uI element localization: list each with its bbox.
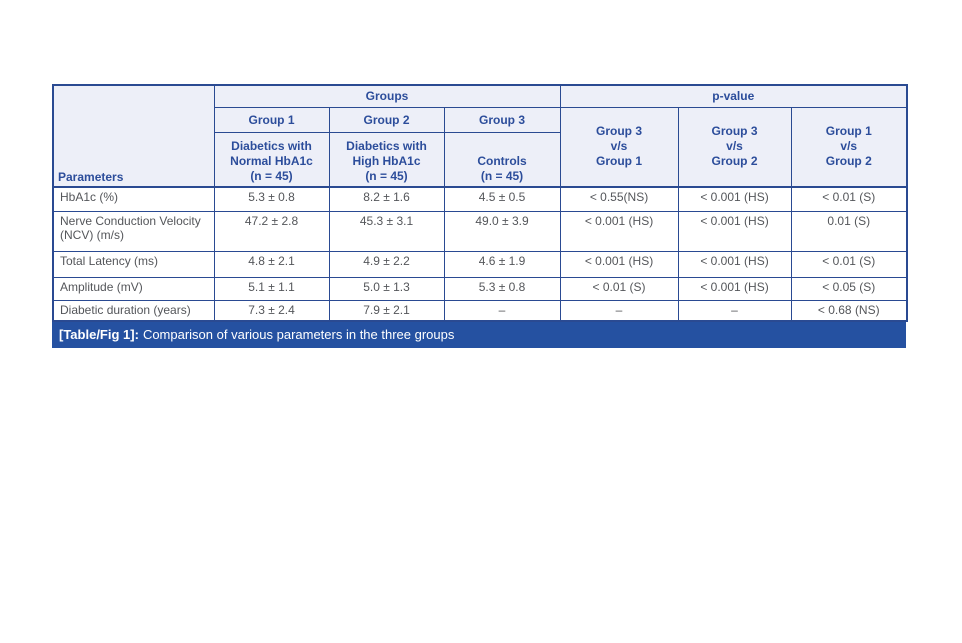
cell-value: – [443, 299, 561, 322]
cell-value: 4.8 ± 2.1 [213, 250, 330, 278]
cell-pvalue: < 0.55(NS) [559, 186, 679, 212]
table-body: HbA1c (%) 5.3 ± 0.8 8.2 ± 1.6 4.5 ± 0.5 … [52, 186, 908, 322]
cell-pvalue: < 0.01 (S) [790, 186, 908, 212]
cell-pvalue: < 0.01 (S) [559, 276, 679, 301]
cell-pvalue: 0.01 (S) [790, 210, 908, 252]
cell-value: 7.9 ± 2.1 [328, 299, 445, 322]
table-row-duration: Diabetic duration (years) 7.3 ± 2.4 7.9 … [52, 299, 908, 322]
pvalue-col-g1-vs-g2: Group 1 v/s Group 2 [790, 106, 908, 188]
cell-pvalue: < 0.001 (HS) [677, 186, 792, 212]
header-row-descriptions: Diabetics with Normal HbA1c (n = 45) Dia… [53, 131, 907, 188]
pvalue-header: p-value [559, 84, 908, 108]
cell-pvalue: < 0.001 (HS) [559, 250, 679, 278]
row-label: Diabetic duration (years) [52, 299, 215, 322]
cell-pvalue: – [677, 299, 792, 322]
caption-tag: [Table/Fig 1]: [59, 327, 139, 342]
cell-pvalue: < 0.05 (S) [790, 276, 908, 301]
group-3-header: Group 3 [443, 106, 561, 133]
row-label: Nerve Conduction Velocity (NCV) (m/s) [52, 210, 215, 252]
cell-pvalue: < 0.001 (HS) [677, 276, 792, 301]
group-2-description: Diabetics with High HbA1c (n = 45) [328, 131, 445, 188]
row-label: Total Latency (ms) [52, 250, 215, 278]
cell-value: 7.3 ± 2.4 [213, 299, 330, 322]
cell-value: 5.3 ± 0.8 [443, 276, 561, 301]
cell-value: 4.5 ± 0.5 [443, 186, 561, 212]
cell-value: 4.9 ± 2.2 [328, 250, 445, 278]
cell-pvalue: < 0.001 (HS) [677, 210, 792, 252]
groups-header: Groups [213, 84, 561, 108]
pvalue-col-g3-vs-g1: Group 3 v/s Group 1 [559, 106, 679, 188]
row-label: HbA1c (%) [52, 186, 215, 212]
group-1-header: Group 1 [213, 106, 330, 133]
table-row-hba1c: HbA1c (%) 5.3 ± 0.8 8.2 ± 1.6 4.5 ± 0.5 … [52, 186, 908, 212]
pvalue-col-g3-vs-g2: Group 3 v/s Group 2 [677, 106, 792, 188]
group-2-header: Group 2 [328, 106, 445, 133]
cell-value: 45.3 ± 3.1 [328, 210, 445, 252]
table-row-latency: Total Latency (ms) 4.8 ± 2.1 4.9 ± 2.2 4… [52, 250, 908, 278]
header-row-groups: Group 1 Group 2 Group 3 Group 3 v/s Grou… [53, 106, 908, 188]
group-1-description: Diabetics with Normal HbA1c (n = 45) [213, 131, 330, 188]
cell-value: 49.0 ± 3.9 [443, 210, 561, 252]
header-row-top: Parameters Groups p-value [52, 84, 908, 188]
row-label: Amplitude (mV) [52, 276, 215, 301]
cell-pvalue: < 0.001 (HS) [559, 210, 679, 252]
cell-value: 5.1 ± 1.1 [213, 276, 330, 301]
table-header: Parameters Groups p-value Group 1 Group … [52, 84, 908, 188]
cell-pvalue: < 0.68 (NS) [790, 299, 908, 322]
cell-value: 47.2 ± 2.8 [213, 210, 330, 252]
cell-value: 5.0 ± 1.3 [328, 276, 445, 301]
cell-value: 4.6 ± 1.9 [443, 250, 561, 278]
table-row-ncv: Nerve Conduction Velocity (NCV) (m/s) 47… [52, 210, 908, 252]
table-caption: [Table/Fig 1]: Comparison of various para… [52, 322, 906, 348]
caption-text: Comparison of various parameters in the … [142, 327, 455, 342]
table-row-amplitude: Amplitude (mV) 5.1 ± 1.1 5.0 ± 1.3 5.3 ±… [52, 276, 908, 301]
cell-value: 5.3 ± 0.8 [213, 186, 330, 212]
group-3-description: Controls (n = 45) [443, 131, 561, 188]
table-fig-1: Parameters Groups p-value Group 1 Group … [52, 84, 909, 348]
comparison-table: Parameters Groups p-value Group 1 Group … [52, 84, 909, 322]
cell-value: 8.2 ± 1.6 [328, 186, 445, 212]
cell-pvalue: < 0.01 (S) [790, 250, 908, 278]
cell-pvalue: < 0.001 (HS) [677, 250, 792, 278]
parameters-header: Parameters [52, 84, 215, 188]
cell-pvalue: – [559, 299, 679, 322]
